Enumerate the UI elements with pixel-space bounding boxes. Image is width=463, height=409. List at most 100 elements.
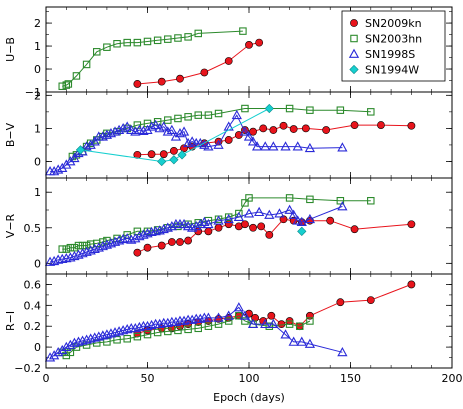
panel-1-series-SN1998S-point-29 <box>162 126 173 136</box>
panel-2-series-SN2003hn-point-24 <box>241 199 249 207</box>
legend-label-SN1998S: SN1998S <box>365 48 415 61</box>
panel-2-series-SN1998S-point-22 <box>134 230 145 241</box>
panel-2-series-SN2003hn-point-4 <box>74 241 83 250</box>
panel-3-series-SN1998S-point-35 <box>187 314 198 324</box>
xtick-label-3: 150 <box>340 372 361 385</box>
panel-0-series-SN2009kn-point-1 <box>157 77 166 86</box>
panel-2-series-SN1998S-point-1 <box>48 255 60 266</box>
panel-1-series-SN1998S-point-18 <box>118 123 129 133</box>
panel-2-series-SN1998S-point-44 <box>254 206 265 217</box>
panel-0-series-SN2003hn-point-7 <box>113 40 121 48</box>
panel-3-frame <box>45 273 453 369</box>
panel-3-series-SN1998S-point-14 <box>101 329 113 339</box>
panel-1-series-SN1998S-point-51 <box>304 142 316 153</box>
panel-3-series-SN2003hn-point-23 <box>285 320 294 328</box>
panel-1-series-SN1998S-point-9 <box>81 141 92 151</box>
panel-2-series-SN1998S-point-38 <box>199 216 210 226</box>
panel-0-ytick-label-3: 2 <box>34 17 41 30</box>
panel-1-series-SN2003hn-point-18 <box>214 109 223 118</box>
panel-3-series-SN2003hn-point-13 <box>174 326 182 335</box>
panel-1-series-SN1998S-point-47 <box>260 141 271 151</box>
panel-1-series-SN1998S-point-26 <box>150 119 161 129</box>
panel-1-series-SN1998S-point-11 <box>89 136 100 146</box>
panel-2-series-SN1998S-point-30 <box>166 221 177 231</box>
panel-1-series-SN1998S-point-30 <box>166 124 177 134</box>
panel-1-series-SN1998S-point-45 <box>247 136 259 146</box>
panel-1-series-SN2009kn-point-17 <box>322 126 331 134</box>
panel-1-series-SN2003hn-point-21 <box>306 106 314 114</box>
panel-1-series-SN1994W-point-0 <box>75 145 86 155</box>
panel-1-series-SN1998S-point-25 <box>146 121 157 131</box>
panel-2-series-SN1994W-point-0 <box>297 226 307 236</box>
panel-2-series-SN1998S-point-23 <box>138 229 149 239</box>
panel-3-series-SN1998S-point-24 <box>142 320 153 331</box>
panel-1-series-SN1998S-point-15 <box>105 128 117 138</box>
panel-1-series-SN1998S-point-21 <box>130 126 141 136</box>
panel-3-series-SN1998S-point-29 <box>162 317 173 327</box>
panel-2-ylabel: V−R <box>4 213 17 238</box>
panel-3-series-SN2003hn-point-20 <box>241 317 249 325</box>
panel-3-series-SN1998S-point-37 <box>195 313 206 323</box>
panel-2-series-SN2009kn-point-9 <box>224 220 233 229</box>
panel-0-series-SN2003hn-point-16 <box>239 27 247 35</box>
panel-3-series-SN1998S-point-40 <box>213 312 224 322</box>
panel-3-series-SN1998S-point-43 <box>239 310 251 320</box>
panel-3-series-SN2009kn-point-15 <box>277 320 286 329</box>
panel-2-series-SN1998S-point-28 <box>158 223 169 234</box>
panel-3-series-SN2003hn-point-7 <box>113 336 121 344</box>
panel-2-series-SN1998S-line <box>50 205 343 263</box>
panel-0-series-SN2003hn-line <box>62 30 243 87</box>
panel-1-series-SN1998S-point-50 <box>292 141 303 151</box>
panel-2-series-SN1998S-point-16 <box>109 236 121 246</box>
panel-1-series-SN1998S-point-40 <box>213 139 224 149</box>
legend-label-SN2009kn: SN2009kn <box>365 17 422 30</box>
panel-0-series-SN2009kn-line <box>137 42 260 85</box>
panel-2-series-SN1998S-point-35 <box>187 222 198 232</box>
panel-1-series-SN1998S-point-48 <box>268 141 279 151</box>
panel-3-series-SN1998S-point-33 <box>178 315 190 325</box>
panel-1-series-SN1998S-point-49 <box>280 141 291 151</box>
panel-3-series-SN2003hn-point-10 <box>143 330 152 339</box>
panel-1-series-SN1998S-point-6 <box>69 152 80 163</box>
panel-2-series-SN2009kn-point-0 <box>133 248 142 257</box>
panel-0-series-SN2003hn-point-13 <box>174 34 182 42</box>
panel-1-series-SN1998S-point-17 <box>113 124 125 134</box>
panel-2-series-SN1998S-point-19 <box>122 233 133 243</box>
panel-3-series-SN1998S-point-3 <box>57 344 68 355</box>
panel-1-series-SN2009kn-point-2 <box>159 150 168 159</box>
panel-2-series-SN1998S-point-13 <box>97 240 108 251</box>
panel-1-series-SN2009kn-point-14 <box>279 121 288 130</box>
panel-2-series-SN1998S-point-15 <box>105 238 117 248</box>
panel-1-series-SN1998S-point-23 <box>138 125 149 135</box>
panel-2-series-SN1998S-point-45 <box>264 209 275 219</box>
panel-3-series-SN1998S-point-9 <box>81 334 92 344</box>
panel-1-series-SN1998S-point-52 <box>337 142 348 152</box>
panel-0-series-SN2003hn-point-9 <box>133 38 142 47</box>
panel-3-series-SN2009kn-point-19 <box>336 298 345 307</box>
panel-2-ytick-label-1: 0.5 <box>24 222 42 235</box>
panel-2-series-SN1998S-point-21 <box>130 233 141 243</box>
panel-2-series-SN2003hn-point-25 <box>245 194 253 202</box>
panel-2-series-SN2009kn-point-1 <box>143 243 152 252</box>
panel-2-series-SN1998S-point-29 <box>162 222 173 232</box>
panel-2-series-SN1998S-point-7 <box>73 249 84 259</box>
panel-3-series-SN1998S-point-10 <box>85 333 96 343</box>
panel-1-series-SN1998S-point-34 <box>182 137 194 148</box>
panel-3-series-SN1998S-point-51 <box>337 347 348 357</box>
panel-3-series-SN2003hn-point-14 <box>184 325 192 334</box>
panel-3-series-SN2003hn-point-18 <box>224 317 233 325</box>
panel-1-series-SN1998S-point-13 <box>97 131 108 141</box>
panel-3-series-SN1998S-point-15 <box>105 328 117 338</box>
panel-2-series-SN1998S-point-43 <box>243 208 255 218</box>
panel-2-series-SN2009kn-point-13 <box>257 222 266 231</box>
panel-1-series-SN2009kn-point-3 <box>169 146 178 155</box>
legend-marker-SN1994W <box>349 64 359 75</box>
panel-1-series-SN2003hn-point-13 <box>164 116 172 124</box>
panel-2-series-SN1998S-point-37 <box>195 218 206 229</box>
panel-1-series-SN2009kn-point-1 <box>147 150 156 159</box>
panel-2-series-SN2009kn-point-5 <box>184 236 192 245</box>
panel-1-series-SN2003hn-point-17 <box>204 111 213 119</box>
panel-3-series-SN1998S-point-19 <box>122 324 133 334</box>
panel-2-series-SN1998S-point-46 <box>274 208 285 218</box>
panel-0-series-SN2009kn-point-2 <box>176 74 184 83</box>
